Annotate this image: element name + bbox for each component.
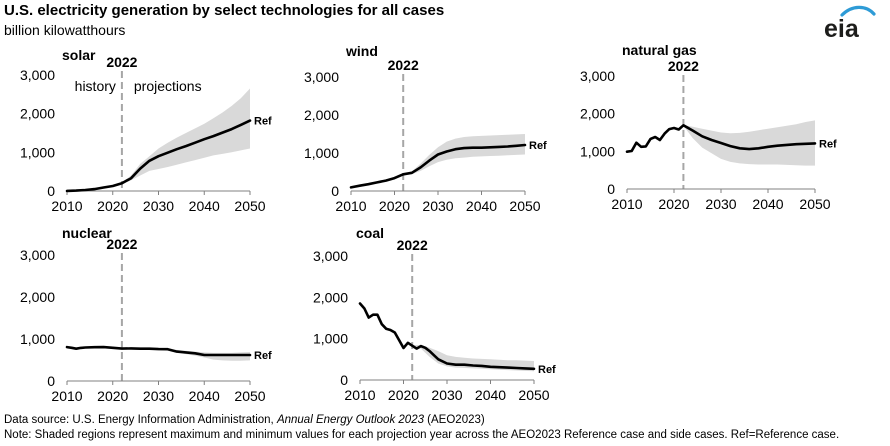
- source-prefix: Data source: U.S. Energy Information Adm…: [4, 414, 277, 426]
- x-tick-label: 2010: [51, 388, 82, 404]
- chart-panel-coal: coal 2022 2010 2020 2030 2040 2050 0 1,000 2,000 3…: [313, 225, 556, 403]
- x-tick-label: 2030: [143, 388, 174, 404]
- x-tick-label: 2010: [344, 387, 375, 403]
- divider-label: 2022: [388, 57, 419, 73]
- x-tick-label: 2010: [611, 196, 642, 212]
- divider-label: 2022: [106, 54, 137, 70]
- logo-swoosh-icon: [840, 5, 876, 17]
- chart-panel-wind: wind 2022 2010 2020 2030 2040 2050 0 1,000 2,000 3…: [304, 43, 547, 214]
- panel-title: wind: [345, 43, 378, 59]
- series-end-label: Ref: [819, 138, 837, 150]
- y-tick-label: 3,000: [580, 68, 615, 84]
- y-tick-label: 2,000: [580, 106, 615, 122]
- range-band: [403, 134, 525, 175]
- x-tick-label: 2020: [388, 387, 419, 403]
- x-tick-label: 2030: [422, 198, 453, 214]
- x-tick-label: 2050: [518, 387, 549, 403]
- footer: Data source: U.S. Energy Information Adm…: [4, 413, 888, 443]
- y-tick-label: 1,000: [580, 143, 615, 159]
- x-tick-label: 2040: [189, 198, 220, 214]
- range-band: [683, 120, 815, 166]
- series-line-ref: [65, 345, 252, 357]
- y-tick-label: 1,000: [20, 144, 55, 160]
- series-line-ref: [349, 143, 527, 189]
- divider-label: 2022: [397, 237, 428, 253]
- y-tick-label: 3,000: [313, 248, 348, 264]
- panel-title: coal: [356, 225, 384, 241]
- x-tick-label: 2040: [752, 196, 783, 212]
- range-band: [412, 344, 534, 372]
- x-tick-label: 2020: [379, 198, 410, 214]
- y-tick-label: 0: [607, 181, 615, 197]
- footnote: Note: Shaded regions represent maximum a…: [4, 429, 840, 441]
- y-tick-label: 0: [340, 372, 348, 388]
- panel-title: solar: [62, 47, 96, 63]
- y-tick-label: 0: [47, 373, 55, 389]
- x-tick-label: 2050: [799, 196, 830, 212]
- eia-logo: eia: [824, 5, 876, 42]
- x-tick-label: 2030: [143, 198, 174, 214]
- y-tick-label: 1,000: [20, 331, 55, 347]
- y-tick-label: 0: [47, 183, 55, 199]
- series-end-label: Ref: [529, 140, 547, 152]
- y-tick-label: 3,000: [304, 69, 339, 85]
- y-tick-label: 2,000: [20, 106, 55, 122]
- x-tick-label: 2030: [705, 196, 736, 212]
- data-source-note: Data source: U.S. Energy Information Adm…: [4, 413, 888, 428]
- source-suffix: (AEO2023): [423, 414, 485, 426]
- history-label: history: [75, 78, 116, 94]
- series-end-label: Ref: [254, 350, 272, 362]
- y-tick-label: 3,000: [20, 67, 55, 83]
- panel-title: nuclear: [62, 225, 112, 241]
- x-tick-label: 2050: [234, 388, 265, 404]
- x-tick-label: 2040: [466, 198, 497, 214]
- y-tick-label: 1,000: [304, 145, 339, 161]
- chart-panel-solar: solar 2022 history projections 2010 2020 2030 2…: [20, 47, 272, 214]
- y-tick-label: 1,000: [313, 331, 348, 347]
- series-line-ref: [65, 119, 252, 193]
- panel-title: natural gas: [622, 42, 697, 58]
- series-end-label: Ref: [538, 364, 556, 376]
- x-tick-label: 2050: [509, 198, 540, 214]
- x-tick-label: 2020: [97, 198, 128, 214]
- chart-title: U.S. electricity generation by select te…: [4, 2, 445, 19]
- y-tick-label: 0: [331, 183, 339, 199]
- range-band: [121, 347, 251, 361]
- x-tick-label: 2030: [431, 387, 462, 403]
- y-tick-label: 3,000: [20, 247, 55, 263]
- units-label: billion kilowatthours: [4, 22, 126, 38]
- y-tick-label: 2,000: [313, 289, 348, 305]
- divider-label: 2022: [668, 58, 699, 74]
- y-tick-label: 2,000: [304, 107, 339, 123]
- x-tick-label: 2050: [234, 198, 265, 214]
- divider-label: 2022: [106, 236, 137, 252]
- source-title: Annual Energy Outlook 2023: [276, 414, 424, 426]
- series-line-ref: [358, 302, 536, 371]
- y-tick-label: 2,000: [20, 289, 55, 305]
- series-end-label: Ref: [254, 116, 272, 128]
- x-tick-label: 2020: [97, 388, 128, 404]
- x-tick-label: 2010: [335, 198, 366, 214]
- x-tick-label: 2020: [658, 196, 689, 212]
- x-tick-label: 2040: [475, 387, 506, 403]
- x-tick-label: 2040: [189, 388, 220, 404]
- x-tick-label: 2010: [51, 198, 82, 214]
- logo-text: eia: [824, 15, 860, 42]
- projections-label: projections: [134, 78, 202, 94]
- series-line-ref: [625, 124, 817, 153]
